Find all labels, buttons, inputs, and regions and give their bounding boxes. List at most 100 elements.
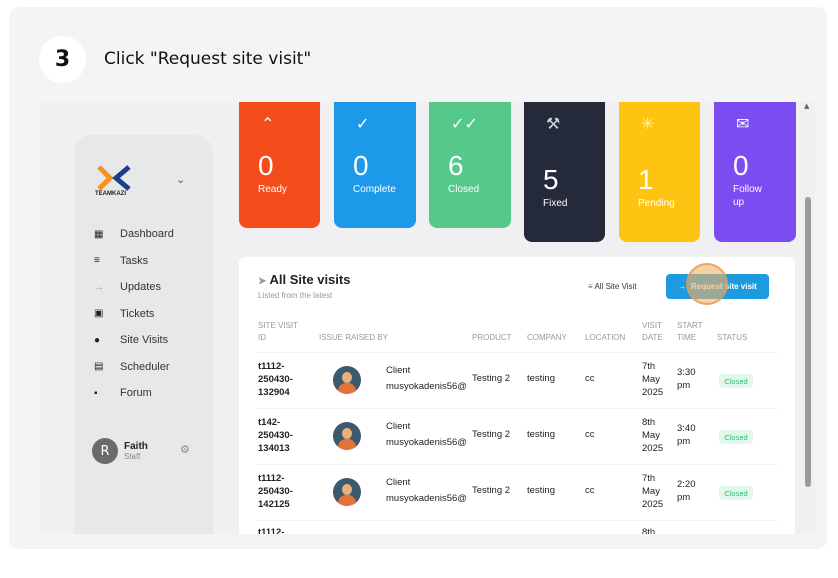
col-header-company: COMPANY bbox=[527, 333, 567, 342]
raised-by-email: musyokadenis56@ bbox=[386, 437, 467, 448]
stat-card-complete[interactable]: ✓ 0 Complete bbox=[334, 102, 416, 228]
sidebar-nav: ▦ Dashboard ≡ Tasks → Updates ▣ Tickets … bbox=[94, 221, 174, 407]
product: Testing 2 bbox=[472, 373, 511, 384]
status-badge: Closed bbox=[719, 430, 753, 444]
send-icon: ➤ bbox=[258, 276, 267, 287]
sidebar-item-label: Tasks bbox=[120, 254, 149, 267]
col-header-status: STATUS bbox=[717, 333, 748, 342]
sidebar-item-updates[interactable]: → Updates bbox=[94, 274, 174, 301]
raised-by-email: musyokadenis56@ bbox=[386, 493, 467, 504]
user-role: Staff bbox=[124, 452, 141, 461]
sidebar-item-tasks[interactable]: ≡ Tasks bbox=[94, 248, 174, 275]
sidebar-item-tickets[interactable]: ▣ Tickets bbox=[94, 301, 174, 328]
step-instruction: Click "Request site visit" bbox=[104, 49, 312, 69]
status-badge: Closed bbox=[719, 374, 753, 388]
stat-card-pending[interactable]: ✳ 1 Pending bbox=[619, 102, 700, 242]
product: Testing 2 bbox=[472, 429, 511, 440]
location: cc bbox=[585, 485, 595, 496]
scrollbar[interactable] bbox=[805, 197, 811, 487]
card-label: Closed bbox=[448, 184, 480, 195]
scroll-up-icon[interactable]: ▲ bbox=[804, 102, 810, 110]
sidebar-item-label: Tickets bbox=[120, 307, 155, 320]
table-row[interactable]: t1112-250430-142125 Client musyokadenis5… bbox=[258, 464, 778, 520]
col-header-time: START TIME bbox=[677, 321, 703, 342]
col-header-location: LOCATION bbox=[585, 333, 626, 342]
card-value: 5 bbox=[543, 164, 559, 195]
avatar bbox=[333, 422, 361, 450]
card-label: Ready bbox=[258, 184, 287, 195]
company: testing bbox=[527, 373, 555, 384]
forum-icon: ▪ bbox=[94, 387, 98, 399]
avatar bbox=[333, 366, 361, 394]
stat-card-follow-up[interactable]: ✉ 0 Follow up bbox=[714, 102, 796, 242]
sidebar-item-label: Dashboard bbox=[120, 228, 174, 241]
visit-date: 7th May 2025 bbox=[642, 473, 664, 510]
wrench-icon: ⚒ bbox=[546, 116, 561, 133]
visit-id: t1112- bbox=[258, 527, 285, 534]
screenshot: TEAMKAZI ⌄ ▦ Dashboard ≡ Tasks → Updates… bbox=[40, 102, 815, 534]
location: cc bbox=[585, 373, 595, 384]
step-frame: 3 Click "Request site visit" TEAMKAZI ⌄ … bbox=[9, 7, 827, 549]
step-number: 3 bbox=[39, 36, 86, 83]
visit-date: 7th May 2025 bbox=[642, 361, 664, 398]
double-check-icon: ✓✓ bbox=[451, 116, 478, 133]
col-header-date: VISIT DATE bbox=[642, 321, 663, 342]
company: testing bbox=[527, 485, 555, 496]
visit-id: t1112-250430-132904 bbox=[258, 361, 293, 398]
card-label: Fixed bbox=[543, 198, 568, 209]
table-row[interactable]: t1112-250430-132904 Client musyokadenis5… bbox=[258, 352, 778, 408]
stat-card-fixed[interactable]: ⚒ 5 Fixed bbox=[524, 102, 605, 242]
all-site-visit-filter[interactable]: ≡ All Site Visit bbox=[588, 282, 637, 291]
card-value: 6 bbox=[448, 150, 464, 181]
product: Testing 2 bbox=[472, 485, 511, 496]
table-row[interactable]: t1112- 8th bbox=[258, 520, 778, 534]
gear-icon[interactable]: ⚙ bbox=[180, 443, 190, 456]
location: cc bbox=[585, 429, 595, 440]
col-header-product: PRODUCT bbox=[472, 333, 512, 342]
card-value: 0 bbox=[733, 150, 749, 181]
col-header-id: SITE VISIT ID bbox=[258, 321, 298, 342]
updates-icon: → bbox=[94, 281, 104, 293]
panel-title-text: All Site visits bbox=[269, 272, 351, 287]
status-badge: Closed bbox=[719, 486, 753, 500]
start-time: 2:20 pm bbox=[677, 479, 696, 503]
sidebar-item-label: Updates bbox=[120, 281, 161, 294]
chat-icon: ✉ bbox=[736, 116, 750, 133]
calendar-icon: ▤ bbox=[94, 361, 104, 373]
company: testing bbox=[527, 429, 555, 440]
chevron-down-icon[interactable]: ⌄ bbox=[176, 173, 186, 186]
sidebar-item-forum[interactable]: ▪ Forum bbox=[94, 380, 174, 407]
location-icon: ● bbox=[94, 334, 101, 346]
sidebar-item-dashboard[interactable]: ▦ Dashboard bbox=[94, 221, 174, 248]
sidebar: TEAMKAZI ⌄ ▦ Dashboard ≡ Tasks → Updates… bbox=[74, 135, 213, 534]
stat-card-closed[interactable]: ✓✓ 6 Closed bbox=[429, 102, 511, 228]
filter-label: All Site Visit bbox=[594, 282, 637, 291]
visit-id: t142-250430-134013 bbox=[258, 417, 293, 454]
raised-by-role: Client bbox=[386, 421, 411, 432]
card-label: Pending bbox=[638, 198, 675, 209]
sidebar-item-site-visits[interactable]: ● Site Visits bbox=[94, 327, 174, 354]
visit-date: 8th bbox=[642, 527, 656, 534]
start-time: 3:30 pm bbox=[677, 367, 696, 391]
visit-date: 8th May 2025 bbox=[642, 417, 664, 454]
avatar: R bbox=[92, 438, 118, 464]
panel-subtitle: Listed from the latest bbox=[258, 291, 333, 300]
card-value: 0 bbox=[258, 150, 274, 181]
table-row[interactable]: t142-250430-134013 Client musyokadenis56… bbox=[258, 408, 778, 464]
card-label: Complete bbox=[353, 184, 396, 195]
tickets-icon: ▣ bbox=[94, 308, 104, 320]
visit-id: t1112-250430-142125 bbox=[258, 473, 293, 510]
sidebar-item-label: Site Visits bbox=[120, 334, 169, 347]
user-profile[interactable]: R Faith Staff bbox=[92, 438, 148, 464]
check-icon: ✓ bbox=[356, 116, 370, 133]
sidebar-item-scheduler[interactable]: ▤ Scheduler bbox=[94, 354, 174, 381]
raised-by-role: Client bbox=[386, 365, 411, 376]
spinner-icon: ✳ bbox=[641, 116, 655, 133]
sidebar-item-label: Forum bbox=[120, 387, 152, 400]
start-time: 3:40 pm bbox=[677, 423, 696, 447]
user-name: Faith bbox=[124, 441, 148, 452]
stat-card-ready[interactable]: ⌃ 0 Ready bbox=[239, 102, 320, 228]
click-highlight bbox=[686, 263, 728, 305]
list-icon: ≡ bbox=[588, 282, 593, 291]
col-header-raised-by: ISSUE RAISED BY bbox=[319, 333, 388, 342]
